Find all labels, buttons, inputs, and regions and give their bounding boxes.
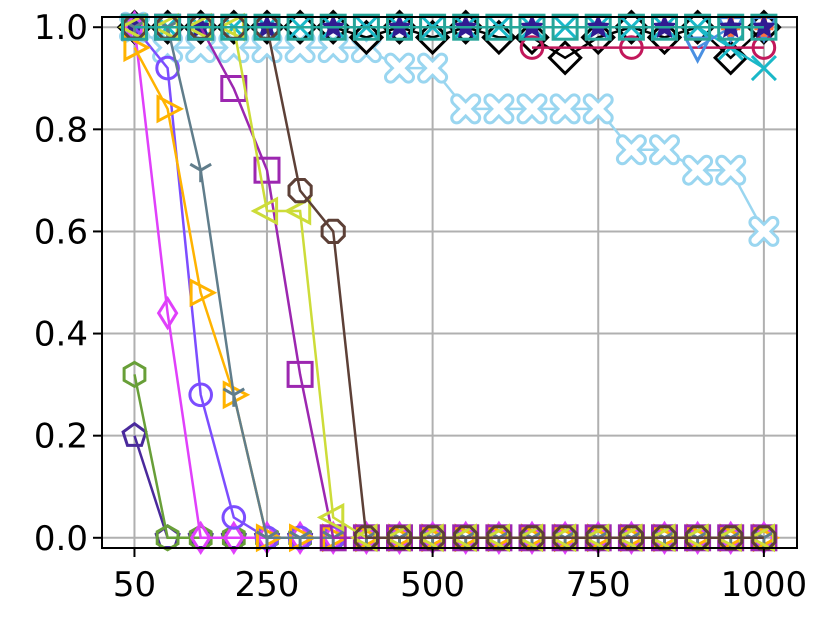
- data-point: [414, 19, 451, 56]
- data-point: [384, 52, 415, 84]
- x-tick-label: 1000: [721, 565, 808, 605]
- y-tick-label: 0.0: [34, 519, 88, 559]
- plot-frame: [101, 16, 798, 549]
- data-point: [679, 9, 716, 45]
- data-point: [350, 32, 382, 64]
- data-point: [284, 32, 316, 64]
- data-point: [619, 35, 644, 60]
- series-0: [119, 11, 780, 247]
- data-point: [617, 13, 645, 41]
- data-point: [223, 520, 245, 556]
- data-point: [582, 93, 614, 125]
- data-point: [283, 196, 312, 226]
- data-point: [187, 13, 215, 41]
- data-point: [156, 295, 179, 331]
- data-point: [255, 523, 284, 553]
- data-point: [717, 13, 745, 41]
- data-point: [220, 13, 248, 41]
- data-point: [123, 33, 151, 63]
- data-point: [452, 13, 480, 41]
- series-16: [121, 13, 778, 41]
- data-point: [155, 55, 180, 81]
- data-point: [251, 32, 283, 64]
- data-point: [315, 9, 351, 45]
- data-point: [253, 13, 281, 41]
- data-point: [684, 13, 712, 41]
- data-point: [551, 13, 579, 41]
- x-tick-label: 750: [566, 565, 631, 605]
- data-point: [481, 19, 517, 56]
- data-point: [221, 505, 247, 530]
- data-point: [189, 162, 212, 183]
- data-point: [682, 154, 714, 186]
- data-point: [121, 421, 148, 447]
- data-point: [188, 382, 213, 408]
- data-point: [317, 32, 349, 64]
- data-point: [485, 13, 513, 41]
- data-point: [518, 13, 546, 41]
- y-tick-label: 1.0: [34, 8, 88, 48]
- data-point: [514, 19, 550, 56]
- data-point: [189, 520, 212, 556]
- x-tick-label: 50: [113, 565, 156, 605]
- data-point: [580, 19, 616, 56]
- data-point: [286, 360, 314, 388]
- data-point: [549, 93, 581, 125]
- data-point: [447, 9, 484, 45]
- data-point: [519, 35, 545, 60]
- data-point: [483, 93, 515, 125]
- y-tick-label: 0.8: [34, 110, 88, 150]
- data-point: [419, 13, 447, 41]
- data-point: [253, 156, 281, 184]
- data-point: [316, 502, 345, 532]
- data-point: [348, 19, 385, 56]
- axis-ticks: 50 250 500 750 1000 0.0 0.2 0.4 0.6 0.8 1.0: [34, 8, 807, 605]
- data-point: [189, 278, 218, 308]
- data-point: [651, 13, 678, 41]
- data-point: [320, 218, 346, 244]
- data-point: [286, 13, 314, 41]
- data-point: [417, 52, 449, 84]
- data-point: [121, 13, 148, 41]
- data-point: [250, 196, 279, 226]
- data-point: [222, 387, 245, 407]
- y-tick-label: 0.6: [34, 212, 88, 252]
- x-tick-label: 500: [400, 565, 465, 605]
- data-point: [646, 19, 683, 56]
- data-point: [715, 154, 747, 186]
- data-point: [386, 13, 413, 41]
- data-point: [615, 134, 647, 166]
- y-tick-label: 0.2: [34, 417, 88, 457]
- data-point: [450, 93, 482, 125]
- data-point: [155, 524, 180, 552]
- data-point: [649, 134, 680, 166]
- data-point: [287, 178, 313, 204]
- data-point: [547, 40, 583, 76]
- data-point: [122, 360, 147, 389]
- series-layer: [116, 9, 782, 556]
- data-point: [352, 13, 380, 41]
- data-point: [154, 13, 182, 41]
- data-point: [185, 32, 217, 64]
- data-point: [750, 13, 778, 41]
- x-tick-label: 250: [235, 565, 300, 605]
- data-point: [748, 215, 780, 247]
- data-point: [319, 13, 347, 41]
- data-point: [218, 32, 250, 64]
- data-point: [750, 55, 777, 82]
- y-tick-label: 0.4: [34, 315, 88, 355]
- data-point: [516, 93, 548, 125]
- data-point: [156, 94, 185, 124]
- data-point: [282, 9, 318, 45]
- data-point: [613, 9, 650, 45]
- data-point: [381, 9, 418, 45]
- data-point: [584, 13, 612, 41]
